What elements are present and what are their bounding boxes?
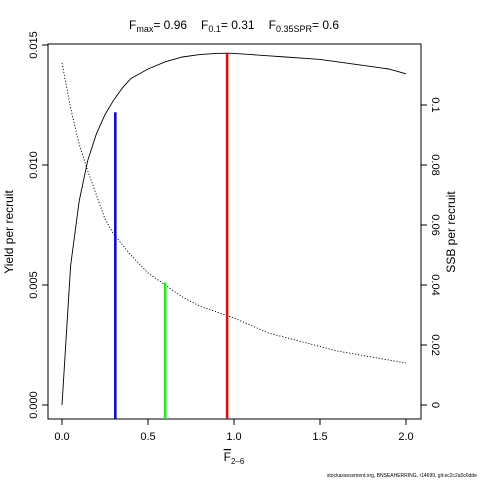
axes: 0.0 0.5 1.0 1.5 2.0 0.000 0.005 0.010 0.015 0 0.02… xyxy=(28,31,441,443)
x-tick-label: 1.5 xyxy=(312,431,327,443)
y-right-tick-label: 0.04 xyxy=(429,274,441,295)
series-layer xyxy=(61,52,407,406)
title-fmax-label: F xyxy=(129,18,136,32)
y-left-tick-label: 0.000 xyxy=(28,391,40,419)
reference-lines xyxy=(114,53,229,419)
y-left-tick-label: 0.010 xyxy=(28,151,40,179)
y-left-tick-label: 0.005 xyxy=(28,271,40,299)
title-fmax-sub: max xyxy=(136,24,154,34)
y-right-tick-label: 0.06 xyxy=(429,214,441,235)
title-fspr-value: = 0.6 xyxy=(312,18,339,32)
y-right-tick-label: 0.02 xyxy=(429,334,441,355)
title-fspr-sub: 0.35SPR xyxy=(276,24,313,34)
x-axis-label-sub: 2–6 xyxy=(231,457,245,466)
y-left-axis-label: Yield per recruit xyxy=(2,190,16,274)
plot-frame xyxy=(47,43,422,420)
footer-credit: stockassessment.org, BNSEAHERRING, r1469… xyxy=(327,473,477,479)
x-tick-label: 0.0 xyxy=(54,431,69,443)
title-f01-label: F xyxy=(201,18,208,32)
y-right-tick-label: 0 xyxy=(429,402,441,408)
y-right-axis-label: SSB per recruit xyxy=(444,191,458,273)
x-tick-label: 0.5 xyxy=(140,431,155,443)
title-fmax-value: = 0.96 xyxy=(153,18,187,32)
title-f01-sub: 0.1 xyxy=(208,24,221,34)
x-axis-label-main: F xyxy=(224,450,231,464)
y-right-tick-label: 0.08 xyxy=(429,154,441,175)
chart-title: Fmax= 0.96 F0.1= 0.31 F0.35SPR= 0.6 xyxy=(129,18,339,34)
y-right-tick-label: 0.1 xyxy=(429,97,441,112)
title-fspr-label: F xyxy=(269,18,276,32)
title-f01-value: = 0.31 xyxy=(221,18,255,32)
ssb-per-recruit-line xyxy=(61,62,407,364)
x-axis-label: F2–6 xyxy=(224,450,245,466)
x-tick-label: 1.0 xyxy=(226,431,241,443)
y-left-tick-label: 0.015 xyxy=(28,31,40,59)
x-tick-label: 2.0 xyxy=(398,431,413,443)
yield-per-recruit-line xyxy=(61,52,407,406)
